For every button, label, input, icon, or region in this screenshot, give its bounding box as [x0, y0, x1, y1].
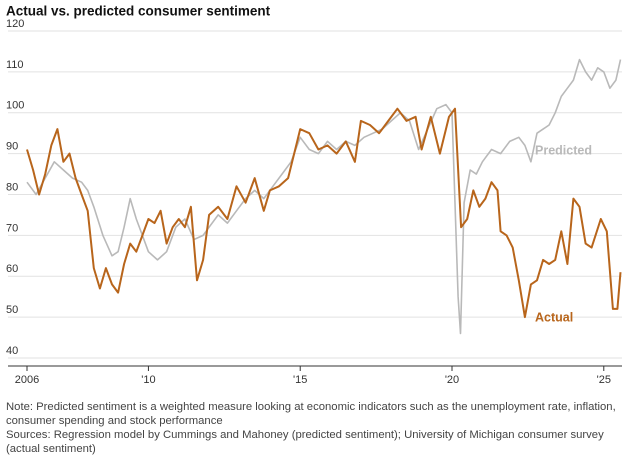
source: Sources: Regression model by Cummings an…: [6, 429, 604, 455]
series-line: [26, 58, 622, 335]
x-tick-label: '10: [141, 374, 155, 386]
y-tick-label: 100: [6, 100, 24, 112]
y-tick-label: 80: [6, 181, 18, 193]
series-label: Predicted: [535, 143, 592, 157]
y-tick-label: 50: [6, 304, 18, 316]
x-tick-label: 2006: [15, 374, 39, 386]
y-tick-label: 40: [6, 345, 18, 357]
y-tick-label: 60: [6, 263, 18, 275]
x-tick-label: '20: [445, 374, 459, 386]
notes: Note: Predicted sentiment is a weighted …: [6, 400, 624, 456]
series-line: [26, 107, 622, 319]
y-tick-label: 90: [6, 141, 18, 153]
y-tick-label: 70: [6, 222, 18, 234]
chart-title: Actual vs. predicted consumer sentiment: [6, 4, 271, 19]
chart: Actual vs. predicted consumer sentiment …: [6, 4, 622, 386]
series-label: Actual: [535, 310, 573, 324]
x-tick-label: '15: [293, 374, 307, 386]
x-tick-label: '25: [597, 374, 611, 386]
y-tick-label: 120: [6, 18, 24, 30]
note: Note: Predicted sentiment is a weighted …: [6, 401, 616, 427]
y-tick-label: 110: [6, 59, 24, 71]
